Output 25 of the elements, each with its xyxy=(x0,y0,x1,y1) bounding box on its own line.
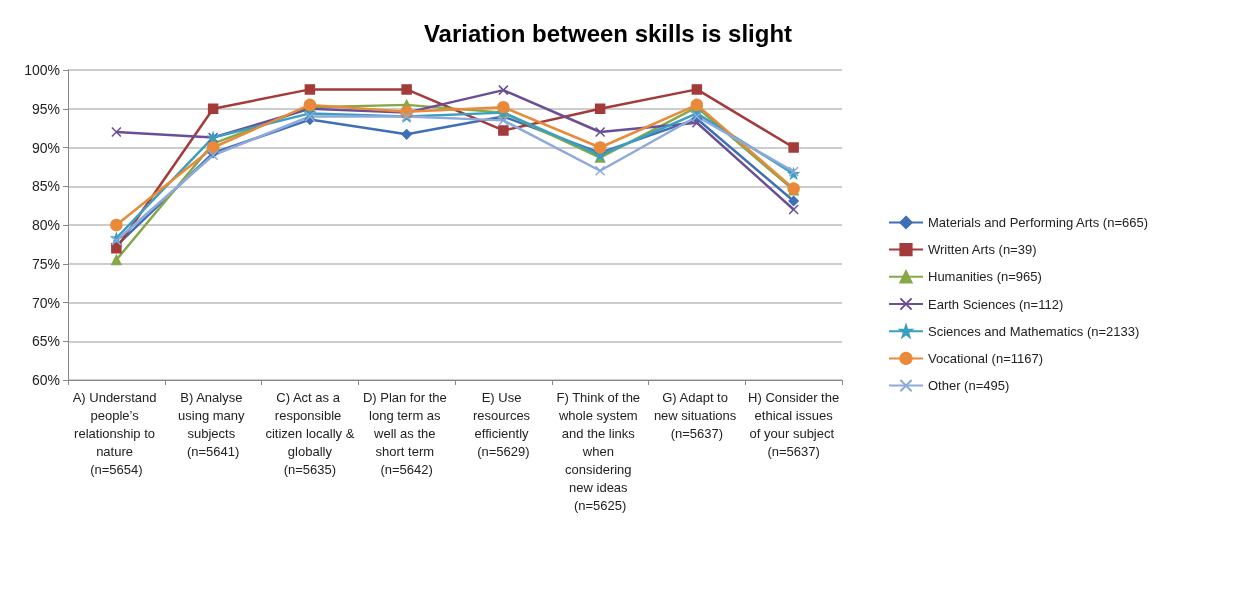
legend-label: Written Arts (n=39) xyxy=(928,242,1037,258)
legend-label: Humanities (n=965) xyxy=(928,269,1042,285)
x-tick-label: F) Think of the whole system and the links when considering new ideas (n=5625) xyxy=(556,389,644,513)
chart-title: Variation between skills is slight xyxy=(423,19,793,47)
x-tick-label: B) Analyse using many subjects (n=5641) xyxy=(178,389,249,459)
y-tick-label: 90% xyxy=(31,139,60,156)
x-tick-label: H) Consider the ethical issues of your subject (n=5637) xyxy=(748,389,840,459)
legend-label: Materials and Performing Arts (n=665) xyxy=(928,214,1149,230)
y-tick-label: 70% xyxy=(31,294,60,311)
y-tick-label: 95% xyxy=(31,100,60,117)
y-tick-label: 75% xyxy=(31,255,60,272)
y-tick-label: 100% xyxy=(24,62,60,78)
x-tick-label: C) Act as a responsible citizen locally & globally (n=5635) xyxy=(265,389,355,477)
y-tick-label: 80% xyxy=(31,217,60,233)
y-tick-label: 60% xyxy=(31,372,60,388)
x-tick-label: A) Understand people’s relationship to nature (n=5654) xyxy=(72,389,161,477)
legend-label: Other (n=495) xyxy=(928,378,1010,394)
legend-label: Earth Sciences (n=112) xyxy=(928,296,1064,312)
legend-label: Sciences and Mathematics (n=2133) xyxy=(928,323,1140,339)
x-tick-label: D) Plan for the long term as well as the short term (n=5642) xyxy=(362,389,451,477)
x-tick-label: G) Adapt to new situations (n=5637) xyxy=(653,389,740,441)
y-tick-label: 85% xyxy=(31,178,60,195)
y-tick-label: 65% xyxy=(31,333,60,350)
x-tick-label: E) Use resources efficiently (n=5629) xyxy=(473,389,534,459)
legend-label: Vocational (n=1167) xyxy=(928,350,1044,366)
